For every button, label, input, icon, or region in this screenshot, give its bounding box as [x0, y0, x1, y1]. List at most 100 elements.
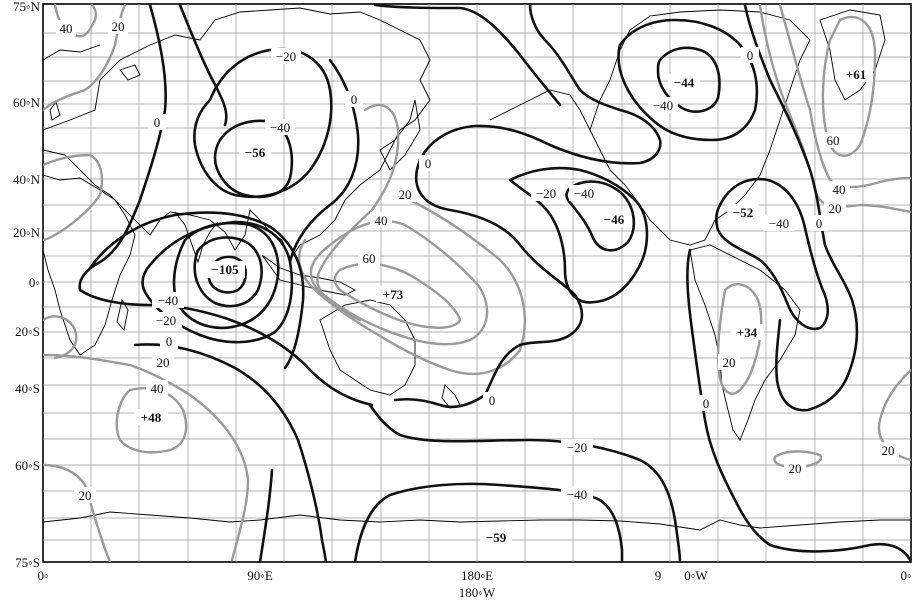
contour-label-60-pac: 60 [358, 250, 380, 266]
contour-0-n [178, 4, 228, 127]
svg-text:−52: −52 [733, 205, 753, 220]
svg-text:20: 20 [112, 19, 125, 34]
svg-text:0: 0 [747, 48, 754, 63]
svg-text:20: 20 [399, 187, 412, 202]
contour-label-40-pac: 40 [370, 212, 392, 228]
contour-60-pacific [333, 262, 462, 329]
contour-label-20-se: 20 [877, 442, 899, 458]
contour-label-m40-na: −40 [648, 97, 678, 113]
contour-0-atl [743, 4, 859, 412]
svg-text:20: 20 [79, 488, 92, 503]
coast-africa [43, 174, 136, 356]
x-tick-label: 180◦E [461, 568, 493, 583]
contour-label-20-atl: 20 [824, 200, 846, 216]
svg-text:−20: −20 [536, 186, 556, 201]
svg-text:40: 40 [375, 213, 388, 228]
contour-label-0-na: 0 [741, 47, 759, 63]
contour-label-m40-siberia: −40 [265, 119, 295, 135]
contour-20-sw2 [43, 315, 78, 360]
svg-text:−40: −40 [653, 98, 673, 113]
svg-text:+61: +61 [846, 67, 866, 82]
svg-text:−40: −40 [567, 487, 587, 502]
contour-label-m20-so: −20 [561, 439, 593, 455]
svg-text:20: 20 [723, 355, 736, 370]
contour-0-pac-south [393, 158, 584, 409]
contour-label-40-io: 40 [146, 380, 168, 396]
svg-text:−44: −44 [674, 75, 695, 90]
contour-20-io [43, 353, 250, 562]
contour-labels: 40 20 −20 0 −40 0 0 20 40 60 −20 −40 0 −… [56, 18, 899, 503]
svg-text:0: 0 [816, 216, 823, 231]
svg-text:−40: −40 [270, 120, 290, 135]
coast-india [174, 211, 219, 264]
contour-label-m40-atl: −40 [764, 215, 794, 231]
svg-text:−59: −59 [486, 530, 507, 545]
svg-text:−20: −20 [567, 440, 587, 455]
svg-text:60: 60 [827, 133, 840, 148]
contour-20-asia-w [43, 153, 104, 242]
contour-m20-siberia [193, 47, 333, 199]
svg-text:0: 0 [154, 115, 161, 130]
svg-text:0: 0 [351, 92, 358, 107]
contour-label-m20-io: −20 [150, 312, 182, 328]
contour-label-20-nw: 20 [108, 18, 128, 34]
y-axis-labels: 75◦N 60◦N 40◦N 20◦N 0◦ 20◦S 40◦S 60◦S 75… [13, 0, 41, 570]
extremum-south-america: +34 [730, 324, 764, 340]
contour-0-io [133, 343, 328, 562]
contour-label-20-sa: 20 [718, 354, 740, 370]
contour-label-40-nw: 40 [56, 20, 76, 36]
contour-m40-io [193, 236, 263, 308]
svg-text:−20: −20 [156, 313, 176, 328]
x-axis-labels: 0◦ 90◦E 180◦E 9 0◦W 0◦ 180◦W [37, 568, 911, 600]
coast-uk [49, 101, 61, 121]
contour-40-pacific [309, 219, 489, 346]
coast-antarctica [43, 511, 911, 531]
contour-label-m20-asia: −20 [271, 48, 301, 64]
svg-text:0: 0 [489, 393, 496, 408]
contour-m20-vert [258, 468, 274, 562]
svg-text:+34: +34 [737, 325, 758, 340]
contour-label-20-japan: 20 [394, 186, 416, 202]
y-tick-label: 60◦N [13, 95, 41, 110]
svg-text:20: 20 [882, 443, 895, 458]
extremum-southern-ocean: −59 [480, 529, 512, 545]
svg-text:−56: −56 [245, 145, 266, 160]
contour-label-20-satl: 20 [784, 460, 806, 476]
coast-arctic-islands [119, 64, 141, 81]
contour-label-m40-pac: −40 [569, 185, 599, 201]
extremum-greenland: +61 [839, 66, 873, 82]
contour-m40-aleut [565, 180, 636, 252]
coast-madagascar [116, 298, 129, 331]
contour-label-0-pacn: 0 [345, 91, 363, 107]
svg-text:20: 20 [157, 355, 170, 370]
contour-0-sa [686, 248, 911, 562]
contour-label-0-atl: 0 [810, 215, 828, 231]
svg-text:40: 40 [60, 21, 73, 36]
contour-m20-pac [508, 166, 649, 304]
svg-text:60: 60 [363, 251, 376, 266]
svg-text:20: 20 [829, 201, 842, 216]
svg-text:20: 20 [789, 461, 802, 476]
coast-europe-north [43, 44, 101, 61]
contour-m20-io-outer [88, 211, 305, 370]
contour-label-0-asia: 0 [148, 114, 166, 130]
extremum-south-indian-ocean: +48 [134, 409, 168, 425]
svg-text:0: 0 [703, 396, 710, 411]
extrema-labels: −56 −105 +73 −46 −44 +61 −52 +34 +48 −59 [134, 66, 873, 545]
x-tick-label: 0◦W [684, 568, 708, 583]
contour-label-m40-io: −40 [152, 292, 184, 308]
contour-label-m40-so: −40 [561, 486, 593, 502]
contour-m40-na [656, 46, 721, 113]
x-tick-label: 0◦ [37, 568, 48, 583]
contour-60-atl [821, 15, 877, 157]
svg-text:−46: −46 [604, 212, 625, 227]
y-tick-label: 75◦N [13, 0, 41, 14]
extremum-pacific: +73 [376, 286, 410, 302]
extremum-aleutian: −46 [598, 211, 630, 227]
coast-indonesia [261, 254, 356, 296]
svg-text:−40: −40 [574, 186, 594, 201]
y-tick-label: 40◦N [13, 172, 41, 187]
y-tick-label: 20◦S [15, 324, 40, 339]
contour-20-pacific [297, 198, 526, 376]
